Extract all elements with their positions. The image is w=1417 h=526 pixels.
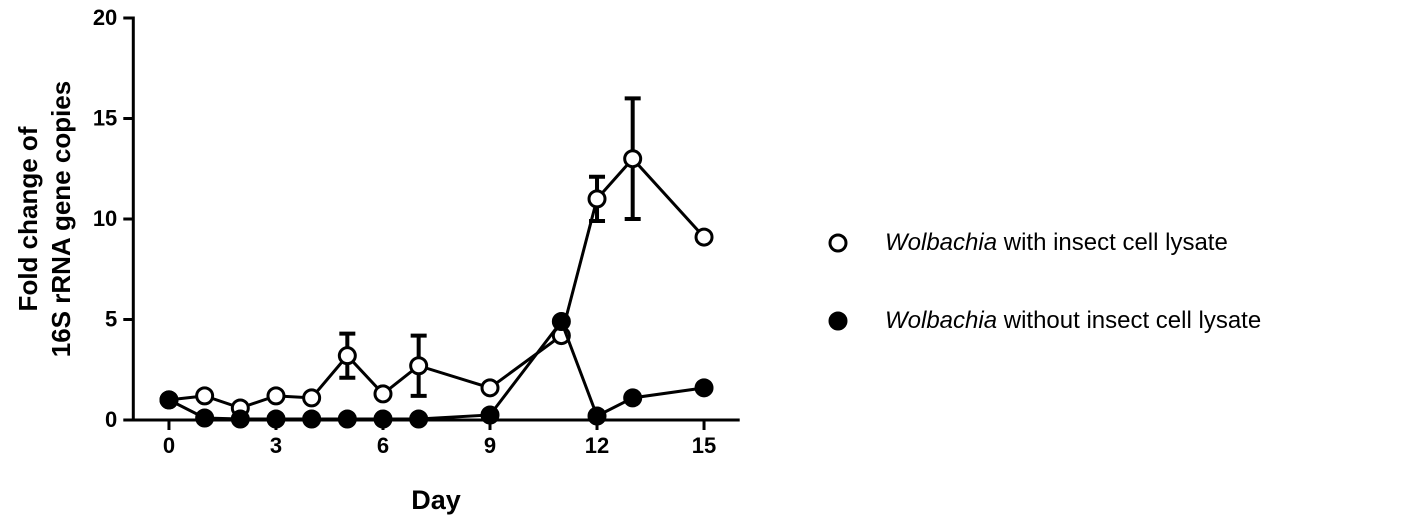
x-tick-label: 0 bbox=[163, 433, 175, 458]
data-point bbox=[373, 384, 393, 404]
data-point bbox=[694, 378, 714, 398]
data-point bbox=[480, 405, 500, 425]
data-point bbox=[409, 356, 429, 376]
data-point bbox=[230, 409, 250, 429]
y-axis-label: Fold change of bbox=[13, 126, 43, 311]
x-tick-label: 15 bbox=[692, 433, 716, 458]
y-tick-label: 20 bbox=[93, 5, 117, 30]
data-point bbox=[409, 409, 429, 429]
data-point bbox=[302, 409, 322, 429]
data-point bbox=[694, 227, 714, 247]
data-point bbox=[195, 386, 215, 406]
data-point bbox=[159, 390, 179, 410]
x-tick-label: 12 bbox=[585, 433, 609, 458]
data-point bbox=[551, 312, 571, 332]
data-point bbox=[337, 346, 357, 366]
data-point bbox=[623, 388, 643, 408]
data-point bbox=[195, 408, 215, 428]
y-tick-label: 10 bbox=[93, 206, 117, 231]
legend-label-rest: without insect cell lysate bbox=[997, 307, 1261, 334]
x-tick-label: 6 bbox=[377, 433, 389, 458]
x-tick-label: 3 bbox=[270, 433, 282, 458]
x-axis-label: Day bbox=[411, 485, 461, 515]
x-tick-label: 9 bbox=[484, 433, 496, 458]
legend-marker bbox=[828, 311, 848, 331]
series-line bbox=[168, 156, 706, 410]
data-point bbox=[623, 149, 643, 169]
data-point bbox=[587, 189, 607, 209]
legend-marker bbox=[828, 233, 848, 253]
legend-label-italic: Wolbachia bbox=[885, 307, 997, 334]
legend-label: Wolbachia without insect cell lysate bbox=[885, 307, 1261, 334]
legend-label-italic: Wolbachia bbox=[885, 229, 997, 256]
legend-label-rest: with insect cell lysate bbox=[997, 229, 1228, 256]
data-point bbox=[373, 409, 393, 429]
y-tick-label: 5 bbox=[105, 306, 117, 331]
y-tick-label: 15 bbox=[93, 105, 117, 130]
legend-label: Wolbachia with insect cell lysate bbox=[885, 229, 1228, 256]
y-axis-label: 16S rRNA gene copies bbox=[46, 81, 76, 357]
data-point bbox=[337, 409, 357, 429]
y-tick-label: 0 bbox=[105, 407, 117, 432]
data-point bbox=[266, 409, 286, 429]
data-point bbox=[587, 406, 607, 426]
data-point bbox=[302, 388, 322, 408]
data-point bbox=[480, 378, 500, 398]
data-point bbox=[266, 386, 286, 406]
